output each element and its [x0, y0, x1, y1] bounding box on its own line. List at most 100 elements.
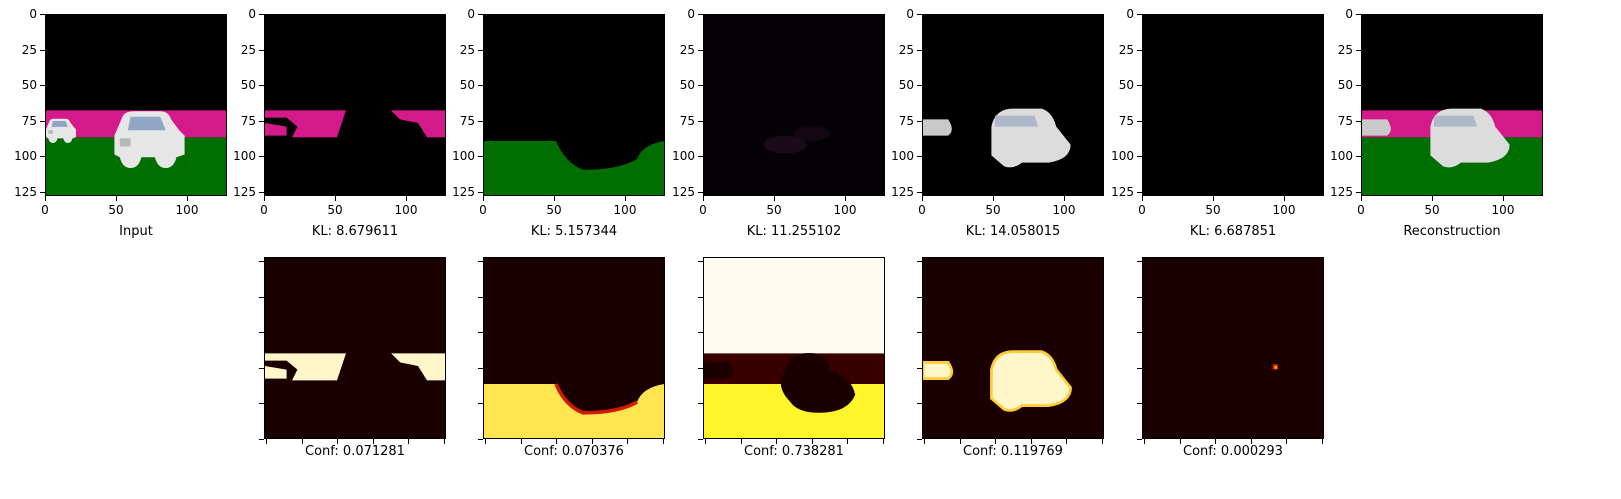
- image-panel-top-2: [264, 14, 446, 196]
- x-tick-label: 100: [394, 203, 418, 217]
- x-tick: [444, 439, 445, 444]
- x-tick: [883, 439, 884, 444]
- x-tick: [1064, 196, 1065, 201]
- y-tick-label: 100: [1330, 149, 1353, 163]
- image-panel-top-1: [45, 14, 227, 196]
- y-tick-label: 75: [21, 114, 37, 128]
- y-tick: [1356, 156, 1361, 157]
- confidence-caption: Conf: 0.071281: [305, 444, 405, 459]
- y-tick: [478, 14, 483, 15]
- y-tick-label: 0: [1345, 7, 1353, 21]
- x-tick-label: 0: [41, 203, 49, 217]
- y-tick: [1356, 50, 1361, 51]
- panel-caption: KL: 5.157344: [530, 224, 618, 239]
- y-tick: [698, 403, 703, 404]
- y-tick: [478, 156, 483, 157]
- x-tick: [592, 439, 593, 444]
- y-tick: [478, 121, 483, 122]
- y-tick: [917, 14, 922, 15]
- y-tick: [40, 85, 45, 86]
- x-tick: [116, 196, 117, 201]
- x-tick: [663, 439, 664, 444]
- y-tick: [698, 297, 703, 298]
- y-tick: [478, 368, 483, 369]
- y-tick-label: 100: [452, 149, 475, 163]
- y-tick: [40, 50, 45, 51]
- confidence-caption: Conf: 0.738281: [744, 444, 844, 459]
- x-tick: [1066, 439, 1067, 444]
- y-tick-label: 0: [29, 7, 37, 21]
- x-tick: [812, 439, 813, 444]
- y-tick: [698, 121, 703, 122]
- panel-caption: KL: 11.255102: [746, 224, 842, 239]
- x-tick: [302, 439, 303, 444]
- y-tick-label: 25: [898, 43, 914, 57]
- y-tick: [917, 332, 922, 333]
- y-tick-label: 125: [1111, 185, 1134, 199]
- panel-caption: Input: [119, 224, 153, 239]
- y-tick: [1137, 297, 1142, 298]
- x-tick: [774, 196, 775, 201]
- y-tick: [917, 439, 922, 440]
- confidence-map-1: [264, 257, 446, 439]
- x-tick: [483, 196, 484, 201]
- y-tick-label: 0: [248, 7, 256, 21]
- y-tick-label: 75: [459, 114, 475, 128]
- x-tick: [45, 196, 46, 201]
- x-tick: [556, 439, 557, 444]
- image-panel-top-6: [1142, 14, 1324, 196]
- y-tick: [698, 85, 703, 86]
- confidence-map-3: [703, 257, 885, 439]
- y-tick: [478, 297, 483, 298]
- y-tick: [259, 192, 264, 193]
- x-tick: [1144, 439, 1145, 444]
- y-tick: [698, 439, 703, 440]
- x-tick: [187, 196, 188, 201]
- y-tick: [1137, 156, 1142, 157]
- x-tick: [703, 196, 704, 201]
- y-tick: [259, 156, 264, 157]
- x-tick: [1213, 196, 1214, 201]
- x-tick-label: 0: [918, 203, 926, 217]
- y-tick: [259, 121, 264, 122]
- y-tick: [917, 50, 922, 51]
- x-tick: [485, 439, 486, 444]
- panel-caption: Reconstruction: [1403, 224, 1501, 239]
- y-tick: [698, 50, 703, 51]
- y-tick: [40, 156, 45, 157]
- y-tick: [40, 14, 45, 15]
- x-tick: [1142, 196, 1143, 201]
- confidence-map-5: [1142, 257, 1324, 439]
- x-tick: [1102, 439, 1103, 444]
- y-tick: [698, 368, 703, 369]
- y-tick: [1137, 192, 1142, 193]
- confidence-map-4: [922, 257, 1104, 439]
- y-tick: [259, 297, 264, 298]
- x-tick: [960, 439, 961, 444]
- y-tick: [259, 368, 264, 369]
- image-panel-top-3: [483, 14, 665, 196]
- x-tick-label: 50: [985, 203, 1001, 217]
- confidence-caption: Conf: 0.000293: [1183, 444, 1283, 459]
- x-tick-label: 0: [260, 203, 268, 217]
- y-tick-label: 25: [1118, 43, 1134, 57]
- y-tick: [478, 403, 483, 404]
- y-tick-label: 125: [672, 185, 695, 199]
- x-tick: [995, 439, 996, 444]
- x-tick: [741, 439, 742, 444]
- y-tick: [1137, 121, 1142, 122]
- y-tick-label: 125: [14, 185, 37, 199]
- x-tick-label: 0: [1138, 203, 1146, 217]
- y-tick-label: 75: [240, 114, 256, 128]
- x-tick-label: 50: [1205, 203, 1221, 217]
- x-tick-label: 0: [1357, 203, 1365, 217]
- y-tick: [478, 439, 483, 440]
- y-tick-label: 125: [233, 185, 256, 199]
- y-tick: [1137, 403, 1142, 404]
- y-tick: [917, 297, 922, 298]
- y-tick-label: 75: [1118, 114, 1134, 128]
- y-tick: [917, 85, 922, 86]
- y-tick-label: 50: [459, 78, 475, 92]
- x-tick-label: 0: [479, 203, 487, 217]
- x-tick: [845, 196, 846, 201]
